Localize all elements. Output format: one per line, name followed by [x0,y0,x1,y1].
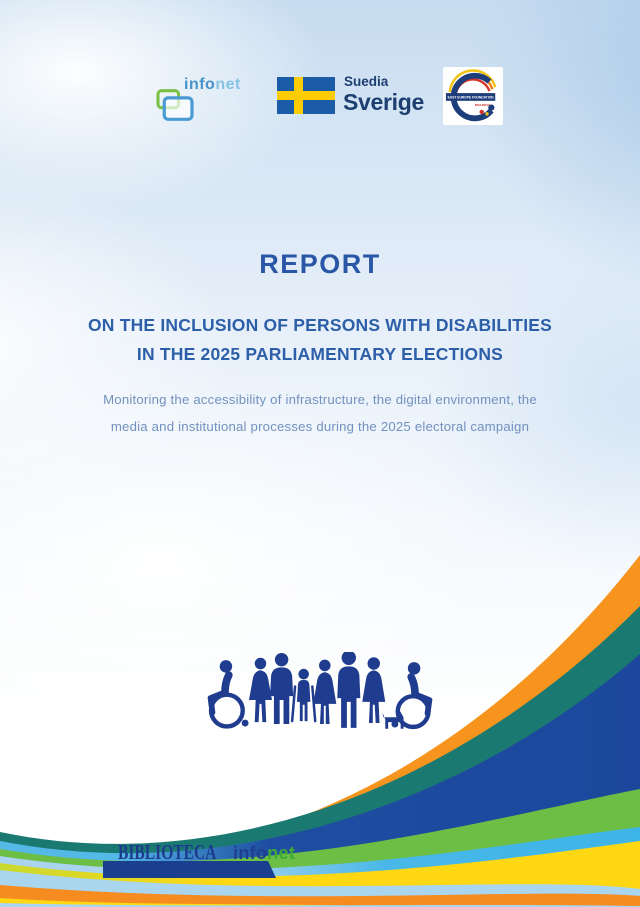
infonet-logo: infonet [155,76,250,121]
footer-infonet-wordmark: infonet [233,843,295,864]
eef-emblem-icon: EAST EUROPE FOUNDATION MOLDOVA [445,69,497,122]
sweden-label: Suedia Sverige [343,75,424,114]
bottom-waves-icon [0,555,640,907]
report-tagline-line2: media and institutional processes during… [110,418,530,434]
report-tagline-line1: Monitoring the accessibility of infrastr… [103,392,537,407]
infonet-wordmark: infonet [184,76,241,94]
footer-infonet-net: net [267,843,296,863]
infonet-wordmark-info: info [184,76,216,93]
eef-band-text: EAST EUROPE FOUNDATION [448,96,494,100]
header-logos: infonet Suedia Sverige EAST EUROPE FOUND [0,0,640,140]
report-subtitle-line2: IN THE 2025 PARLIAMENTARY ELECTIONS [136,344,504,364]
footer-brand: BIBLIOTECA infonet [118,840,295,864]
report-tagline: Monitoring the accessibility of infrastr… [0,387,640,440]
sweden-label-bottom: Sverige [343,88,425,115]
sweden-flag-icon [277,77,335,114]
footer-infonet-info: info [233,843,268,863]
disability-group-illustration-icon [207,652,433,730]
eef-logo: EAST EUROPE FOUNDATION MOLDOVA [443,67,503,125]
report-subtitle-line1: ON THE INCLUSION OF PERSONS WITH DISABIL… [87,315,553,335]
biblioteca-label: BIBLIOTECA [118,840,217,864]
report-title: REPORT [259,249,381,279]
eef-sub-text: MOLDOVA [475,103,491,107]
sweden-logo: Suedia Sverige [277,75,427,120]
folder-icon [156,89,194,121]
infonet-wordmark-net: net [215,76,241,93]
sweden-label-top: Suedia [344,74,389,89]
report-subtitle: ON THE INCLUSION OF PERSONS WITH DISABIL… [0,311,640,369]
